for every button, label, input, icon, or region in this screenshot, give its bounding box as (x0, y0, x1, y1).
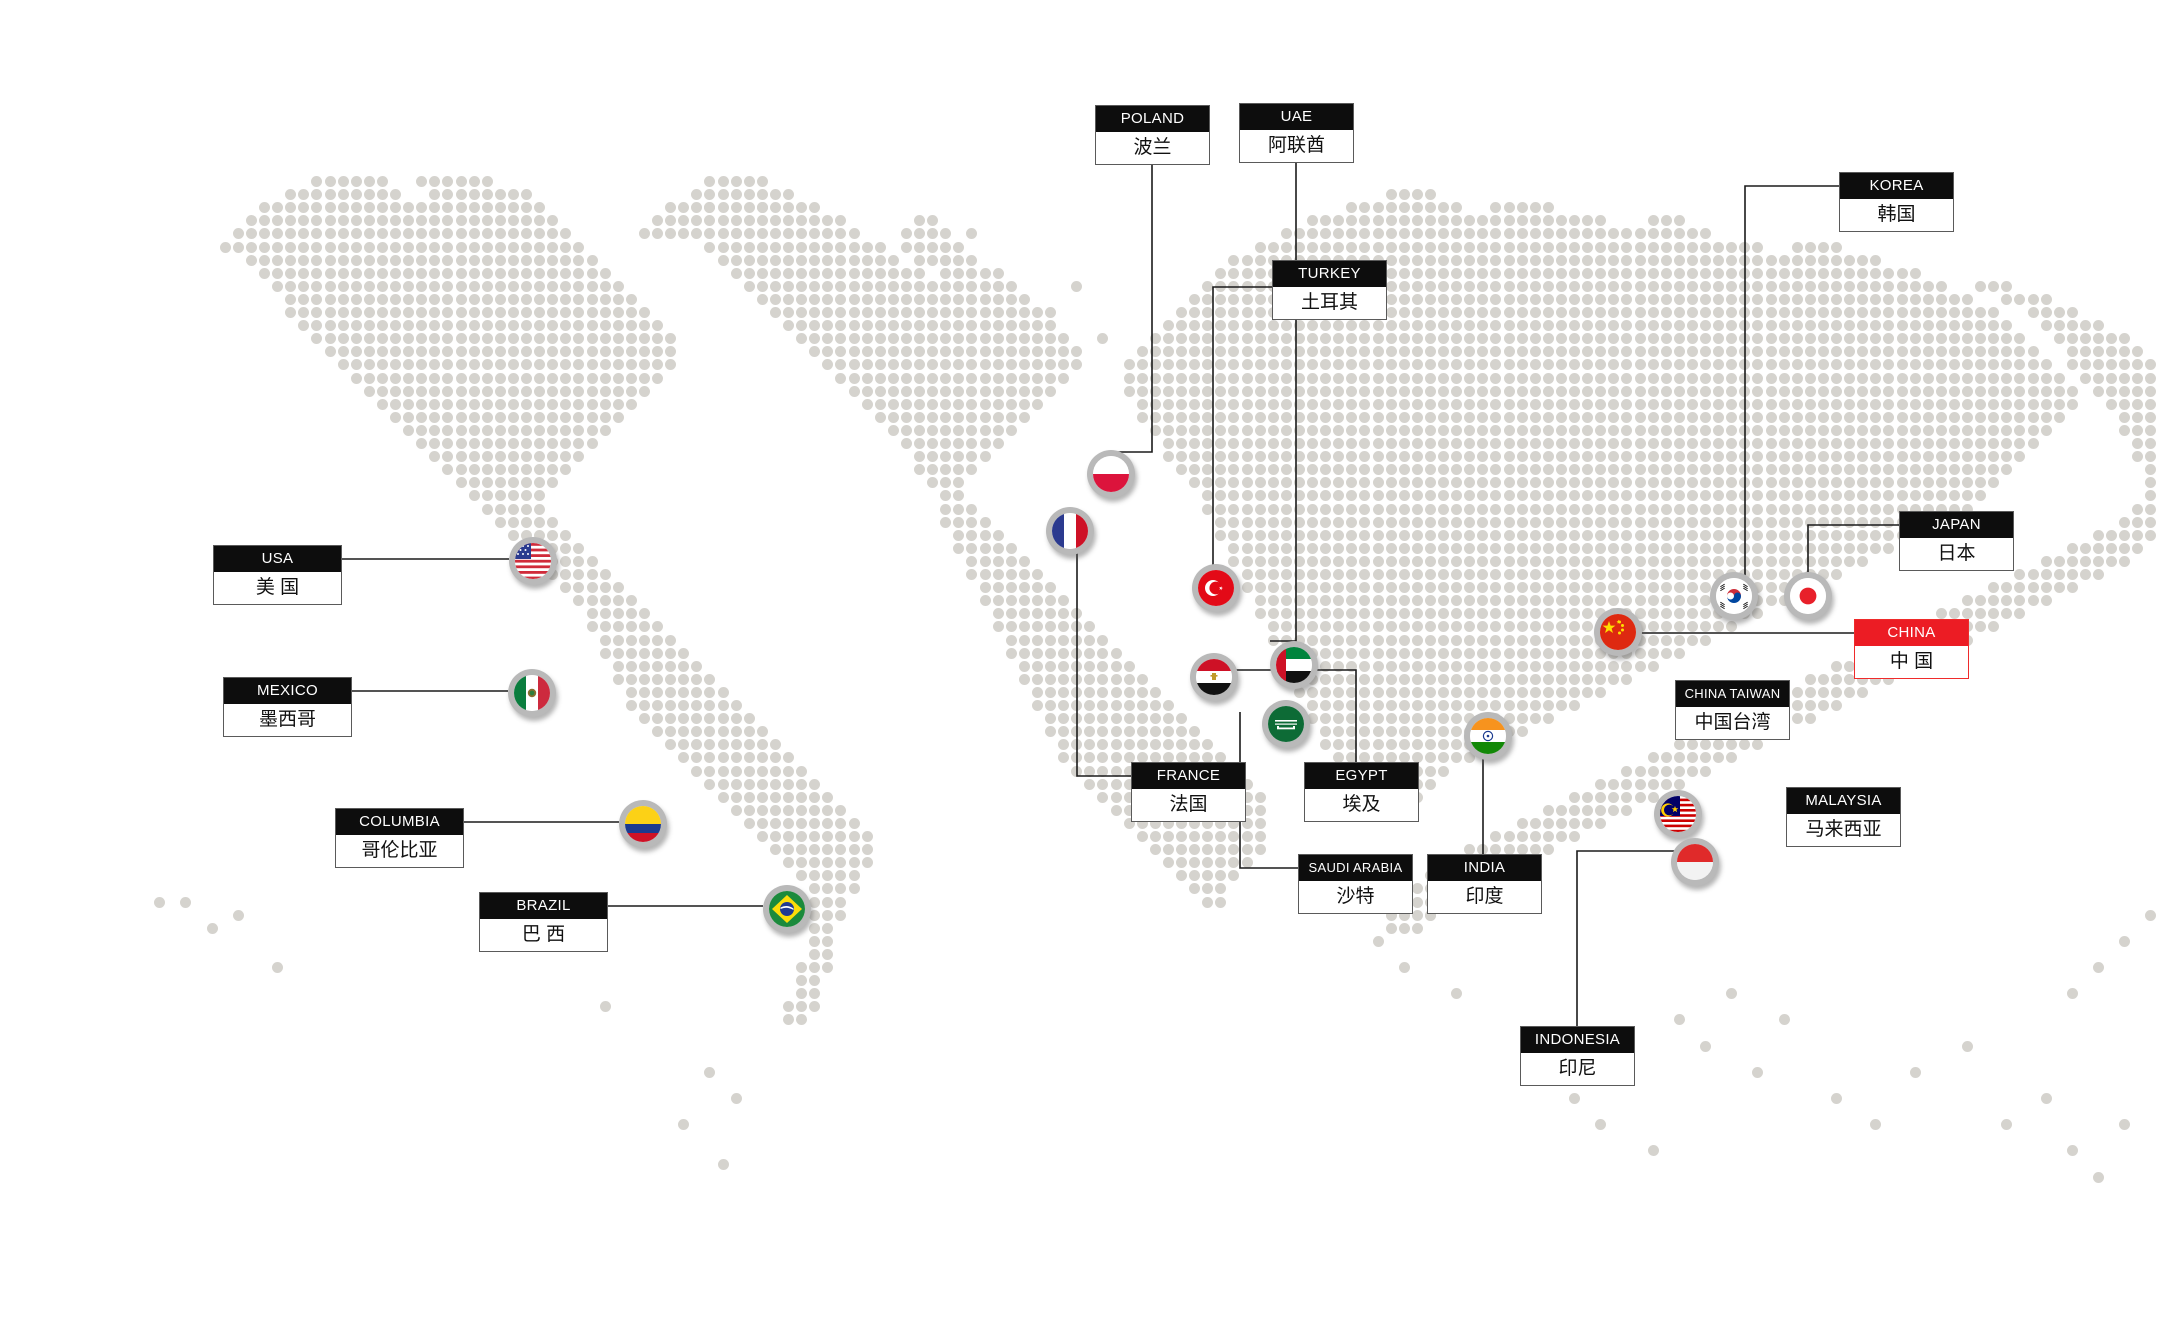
country-label-columbia[interactable]: COLUMBIA 哥伦比亚 (336, 809, 463, 867)
map-marker-france[interactable] (1046, 507, 1094, 555)
map-marker-indonesia[interactable] (1671, 838, 1719, 886)
country-label-cn-columbia: 哥伦比亚 (336, 835, 463, 867)
country-label-en-usa: USA (214, 546, 341, 572)
country-label-poland[interactable]: POLAND 波兰 (1096, 106, 1209, 164)
flag-saudi-arabia-icon (1268, 706, 1304, 742)
map-marker-usa[interactable] (509, 537, 557, 585)
flag-poland-icon (1093, 456, 1129, 492)
country-label-en-saudi: SAUDI ARABIA (1299, 855, 1412, 881)
flag-japan-icon (1790, 578, 1826, 614)
country-label-cn-usa: 美 国 (214, 572, 341, 604)
map-marker-brazil[interactable] (763, 885, 811, 933)
map-marker-egypt[interactable] (1190, 653, 1238, 701)
country-label-cn-mexico: 墨西哥 (224, 704, 351, 736)
flag-korea-icon (1716, 578, 1752, 614)
flag-mexico-icon (514, 675, 550, 711)
country-label-india[interactable]: INDIA 印度 (1428, 855, 1541, 913)
country-label-saudi[interactable]: SAUDI ARABIA 沙特 (1299, 855, 1412, 913)
country-label-cn-china: 中 国 (1855, 646, 1968, 678)
country-label-korea[interactable]: KOREA 韩国 (1840, 173, 1953, 231)
country-label-cn-egypt: 埃及 (1305, 789, 1418, 821)
country-label-en-india: INDIA (1428, 855, 1541, 881)
map-marker-korea[interactable] (1710, 572, 1758, 620)
country-label-brazil[interactable]: BRAZIL 巴 西 (480, 893, 607, 951)
map-marker-india[interactable] (1464, 712, 1512, 760)
country-label-mexico[interactable]: MEXICO 墨西哥 (224, 678, 351, 736)
flag-usa-icon (515, 543, 551, 579)
flag-india-icon (1470, 718, 1506, 754)
country-label-en-indonesia: INDONESIA (1521, 1027, 1634, 1053)
country-label-en-columbia: COLUMBIA (336, 809, 463, 835)
map-marker-saudi[interactable] (1262, 700, 1310, 748)
country-label-egypt[interactable]: EGYPT 埃及 (1305, 763, 1418, 821)
country-label-en-egypt: EGYPT (1305, 763, 1418, 789)
map-marker-columbia[interactable] (619, 800, 667, 848)
country-label-china_taiwan[interactable]: CHINA TAIWAN 中国台湾 (1676, 681, 1789, 739)
country-label-japan[interactable]: JAPAN 日本 (1900, 512, 2013, 570)
country-label-indonesia[interactable]: INDONESIA 印尼 (1521, 1027, 1634, 1085)
flag-egypt-icon (1196, 659, 1232, 695)
country-label-cn-india: 印度 (1428, 881, 1541, 913)
country-label-cn-china_taiwan: 中国台湾 (1676, 707, 1789, 739)
country-label-cn-brazil: 巴 西 (480, 919, 607, 951)
map-marker-japan[interactable] (1784, 572, 1832, 620)
flag-china-icon (1600, 614, 1636, 650)
flag-brazil-icon (769, 891, 805, 927)
country-label-cn-japan: 日本 (1900, 538, 2013, 570)
country-label-en-brazil: BRAZIL (480, 893, 607, 919)
country-label-en-mexico: MEXICO (224, 678, 351, 704)
country-label-en-china_taiwan: CHINA TAIWAN (1676, 681, 1789, 707)
country-label-cn-saudi: 沙特 (1299, 881, 1412, 913)
country-label-en-malaysia: MALAYSIA (1787, 788, 1900, 814)
country-label-cn-malaysia: 马来西亚 (1787, 814, 1900, 846)
country-label-en-uae: UAE (1240, 104, 1353, 130)
country-label-en-turkey: TURKEY (1273, 261, 1386, 287)
country-label-en-poland: POLAND (1096, 106, 1209, 132)
map-marker-malaysia[interactable] (1654, 790, 1702, 838)
country-label-france[interactable]: FRANCE 法国 (1132, 763, 1245, 821)
flag-malaysia-icon (1660, 796, 1696, 832)
map-marker-poland[interactable] (1087, 450, 1135, 498)
country-label-cn-turkey: 土耳其 (1273, 287, 1386, 319)
country-label-cn-indonesia: 印尼 (1521, 1053, 1634, 1085)
country-label-cn-uae: 阿联酋 (1240, 130, 1353, 162)
country-label-cn-korea: 韩国 (1840, 199, 1953, 231)
flag-columbia-icon (625, 806, 661, 842)
country-label-cn-france: 法国 (1132, 789, 1245, 821)
flag-indonesia-icon (1677, 844, 1713, 880)
country-label-uae[interactable]: UAE 阿联酋 (1240, 104, 1353, 162)
country-label-en-japan: JAPAN (1900, 512, 2013, 538)
country-label-en-china: CHINA (1855, 620, 1968, 646)
country-label-en-france: FRANCE (1132, 763, 1245, 789)
flag-turkey-icon (1198, 570, 1234, 606)
country-label-en-korea: KOREA (1840, 173, 1953, 199)
map-marker-uae[interactable] (1270, 641, 1318, 689)
map-marker-china[interactable] (1594, 608, 1642, 656)
country-label-malaysia[interactable]: MALAYSIA 马来西亚 (1787, 788, 1900, 846)
country-label-china[interactable]: CHINA 中 国 (1855, 620, 1968, 678)
flag-france-icon (1052, 513, 1088, 549)
country-label-cn-poland: 波兰 (1096, 132, 1209, 164)
country-label-turkey[interactable]: TURKEY 土耳其 (1273, 261, 1386, 319)
flag-uae-icon (1276, 647, 1312, 683)
country-label-usa[interactable]: USA 美 国 (214, 546, 341, 604)
map-marker-turkey[interactable] (1192, 564, 1240, 612)
map-marker-mexico[interactable] (508, 669, 556, 717)
